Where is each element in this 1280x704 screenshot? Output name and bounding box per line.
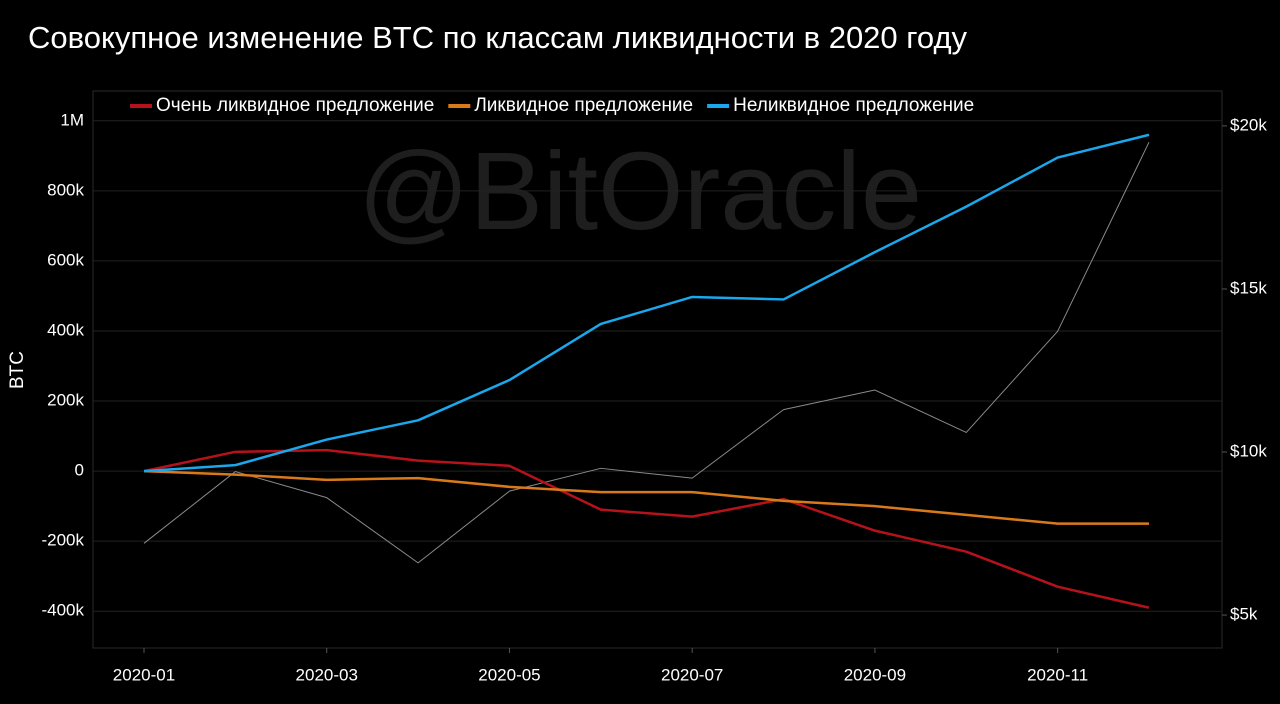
y-tick-label: 400k: [47, 320, 84, 339]
y2-tick-label: $10k: [1230, 441, 1267, 460]
series-line: [143, 133, 1150, 473]
legend-label: Очень ликвидное предложение: [156, 95, 434, 116]
x-tick-label: 2020-01: [113, 665, 175, 684]
y2-tick-label: $5k: [1230, 605, 1258, 624]
chart-title: Совокупное изменение BTC по классам ликв…: [28, 20, 968, 55]
y-tick-label: -200k: [41, 531, 84, 550]
x-tick-label: 2020-09: [844, 665, 906, 684]
x-tick-label: 2020-07: [661, 665, 723, 684]
x-tick-label: 2020-05: [478, 665, 540, 684]
y-tick-label: -400k: [41, 601, 84, 620]
series-line: [143, 469, 1149, 525]
y-tick-label: 1M: [60, 110, 84, 129]
x-tick-label: 2020-03: [296, 665, 358, 684]
legend-label: Ликвидное предложение: [474, 95, 693, 116]
y-tick-label: 600k: [47, 250, 84, 269]
watermark: @BitOracle: [358, 130, 922, 253]
series-line: [143, 448, 1150, 609]
y-tick-label: 200k: [47, 391, 84, 410]
series-line: [143, 141, 1150, 564]
x-tick-label: 2020-11: [1027, 665, 1088, 684]
y-axis-label: BTC: [7, 351, 28, 389]
legend-label: Неликвидное предложение: [733, 95, 974, 116]
plot-frame: [92, 90, 1223, 649]
y2-tick-label: $15k: [1230, 278, 1267, 297]
y2-tick-label: $20k: [1230, 115, 1267, 134]
y-tick-label: 800k: [47, 180, 84, 199]
y-tick-label: 0: [75, 461, 84, 480]
